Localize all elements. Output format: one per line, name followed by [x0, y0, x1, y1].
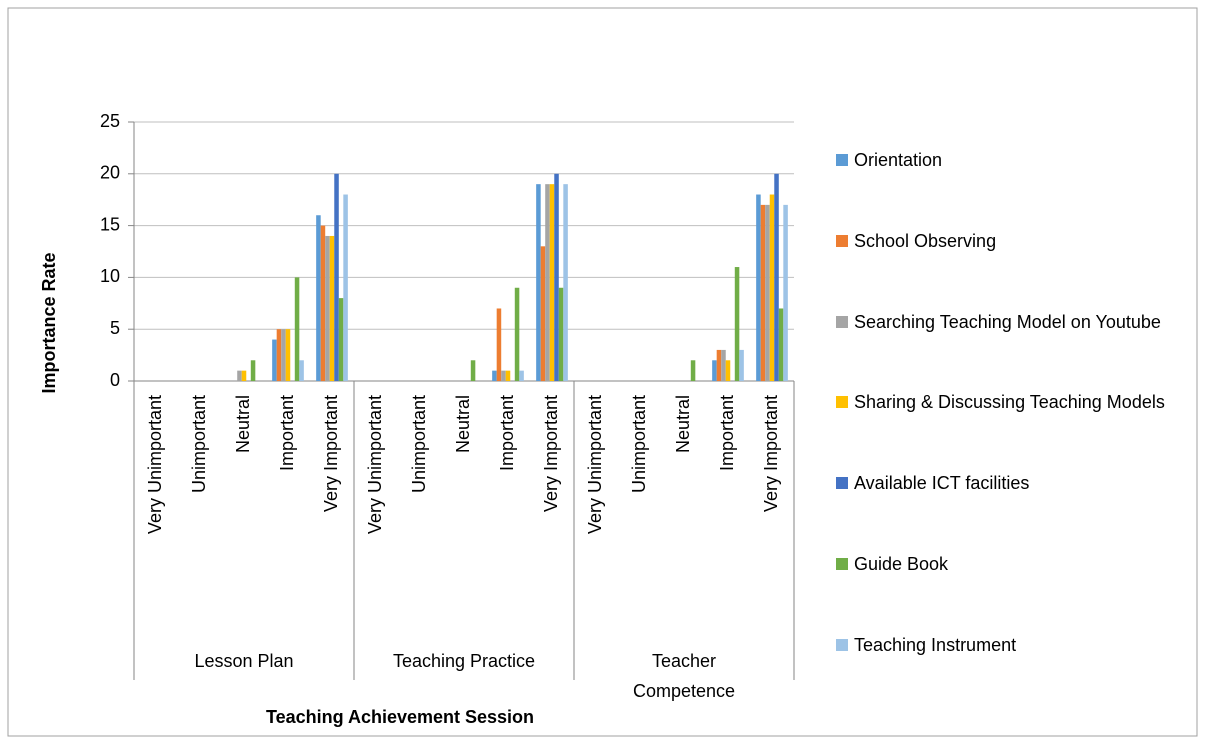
- bar: [690, 360, 696, 381]
- bar: [536, 184, 541, 381]
- chart-border: [7, 7, 1198, 737]
- legend-swatch: [836, 477, 848, 490]
- bar: [281, 329, 286, 381]
- bar: [334, 173, 339, 381]
- bar: [272, 339, 277, 381]
- group-label: Teacher Competence: [632, 651, 736, 701]
- legend: Orientation School Observing Searching Tea…: [836, 120, 1196, 685]
- legend-label: Guide Book: [854, 553, 949, 574]
- x-tick-label: Very Unimportant: [145, 395, 165, 534]
- bar: [716, 349, 722, 381]
- legend-swatch: [836, 396, 848, 409]
- bar: [765, 204, 770, 381]
- x-tick-label: Very Unimportant: [365, 395, 385, 534]
- x-tick-label: Important: [497, 395, 517, 471]
- legend-item: Teaching Instrument: [836, 631, 1196, 659]
- bar: [496, 308, 502, 381]
- bar: [783, 204, 788, 381]
- legend-label: Searching Teaching Model on Youtube: [854, 311, 1161, 332]
- legend-label: Sharing & Discussing Teaching Models: [854, 392, 1165, 413]
- bar: [756, 194, 761, 381]
- bar: [739, 349, 744, 381]
- x-tick-label: Very Unimportant: [585, 395, 605, 534]
- bar: [778, 308, 784, 381]
- legend-item: Available ICT facilities: [836, 469, 1196, 497]
- y-tick-label: 25: [100, 111, 120, 131]
- x-tick-label: Important: [277, 395, 297, 471]
- y-tick-label: 15: [100, 214, 120, 234]
- bar: [554, 173, 559, 381]
- bar: [712, 360, 717, 381]
- bar: [563, 184, 568, 381]
- x-tick-label: Neutral: [673, 395, 693, 453]
- bar: [316, 215, 321, 381]
- legend-label: School Observing: [854, 231, 997, 252]
- group-label: Lesson Plan: [194, 651, 294, 671]
- x-tick-label: Unimportant: [189, 395, 209, 493]
- bar: [558, 287, 564, 381]
- bar: [519, 370, 524, 381]
- x-tick-label: Important: [717, 395, 737, 471]
- bar: [470, 360, 476, 381]
- bar: [241, 370, 247, 381]
- legend-label: Available ICT facilities: [854, 473, 1030, 494]
- bar: [549, 184, 555, 381]
- legend-item: Guide Book: [836, 550, 1196, 578]
- bar: [540, 246, 546, 381]
- y-tick-label: 10: [100, 266, 120, 286]
- legend-swatch: [836, 638, 848, 651]
- bar: [237, 370, 242, 381]
- x-tick-label: Very Important: [541, 395, 561, 512]
- bar: [505, 370, 511, 381]
- x-axis-title: Teaching Achievement Session: [266, 707, 534, 727]
- legend-label: Orientation: [854, 150, 943, 171]
- legend-item: Orientation: [836, 146, 1196, 174]
- legend-swatch: [836, 557, 848, 570]
- bar: [769, 194, 775, 381]
- legend-item: Sharing & Discussing Teaching Models: [836, 388, 1196, 416]
- x-tick-label: Neutral: [453, 395, 473, 453]
- bar: [514, 287, 520, 381]
- legend-swatch: [836, 154, 848, 167]
- bar: [774, 173, 779, 381]
- bar: [338, 298, 344, 381]
- y-tick-label: 20: [100, 163, 120, 183]
- bar: [734, 267, 740, 381]
- bar: [501, 370, 506, 381]
- legend-item: School Observing: [836, 227, 1196, 255]
- x-tick-label: Unimportant: [629, 395, 649, 493]
- legend-label: Teaching Instrument: [854, 634, 1017, 655]
- bar: [721, 349, 726, 381]
- group-label: Teaching Practice: [392, 651, 536, 671]
- x-tick-label: Neutral: [233, 395, 253, 453]
- legend-swatch: [836, 315, 848, 328]
- bar: [320, 225, 326, 381]
- bar: [492, 370, 497, 381]
- bar: [329, 235, 335, 381]
- bar: [250, 360, 256, 381]
- bar: [545, 184, 550, 381]
- y-tick-label: 0: [110, 370, 120, 390]
- bar: [343, 194, 348, 381]
- legend-item: Searching Teaching Model on Youtube: [836, 308, 1196, 336]
- bar: [294, 277, 300, 381]
- x-tick-label: Very Important: [761, 395, 781, 512]
- bar: [285, 329, 291, 381]
- bar: [325, 235, 330, 381]
- bar: [276, 329, 282, 381]
- bar: [760, 204, 766, 381]
- y-tick-label: 5: [110, 318, 120, 338]
- bar: [299, 360, 304, 381]
- x-tick-label: Unimportant: [409, 395, 429, 493]
- x-tick-label: Very Important: [321, 395, 341, 512]
- legend-swatch: [836, 235, 848, 248]
- y-axis-title: Importance Rate: [39, 252, 59, 393]
- bar: [725, 360, 731, 381]
